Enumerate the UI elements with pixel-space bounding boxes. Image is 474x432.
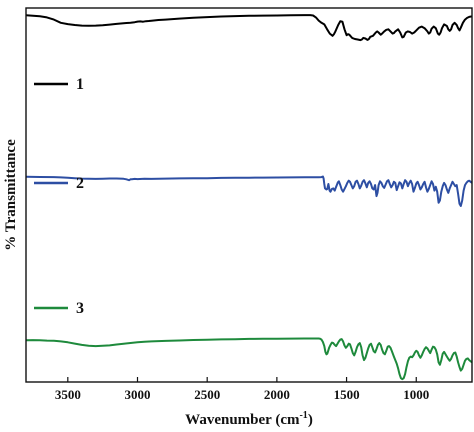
series-line-2 (25, 175, 473, 207)
series-layer (25, 14, 473, 381)
legend-label-1: 1 (76, 76, 84, 93)
x-axis-ticks: 3500 3000 2500 2000 1500 1000 (55, 377, 429, 402)
legend-label-3: 3 (76, 300, 84, 317)
x-tick-label-3000: 3000 (125, 387, 151, 402)
x-axis-label: Wavenumber (cm-1) (185, 410, 313, 428)
x-axis-label-suffix: ) (308, 412, 313, 428)
x-tick-label-1500: 1500 (334, 387, 360, 402)
x-axis-label-main: Wavenumber (cm (185, 412, 300, 428)
legend-layer: 1 2 3 (34, 76, 84, 317)
y-axis-label: % Transmittance (3, 139, 19, 251)
x-tick-label-2500: 2500 (194, 387, 220, 402)
legend-label-2: 2 (76, 175, 84, 192)
x-tick-label-3500: 3500 (55, 387, 81, 402)
x-tick-label-1000: 1000 (403, 387, 429, 402)
plot-frame (25, 7, 473, 383)
x-axis-label-superscript: -1 (299, 410, 307, 421)
x-tick-label-2000: 2000 (264, 387, 290, 402)
series-line-1 (25, 14, 473, 42)
series-line-3 (25, 337, 473, 381)
